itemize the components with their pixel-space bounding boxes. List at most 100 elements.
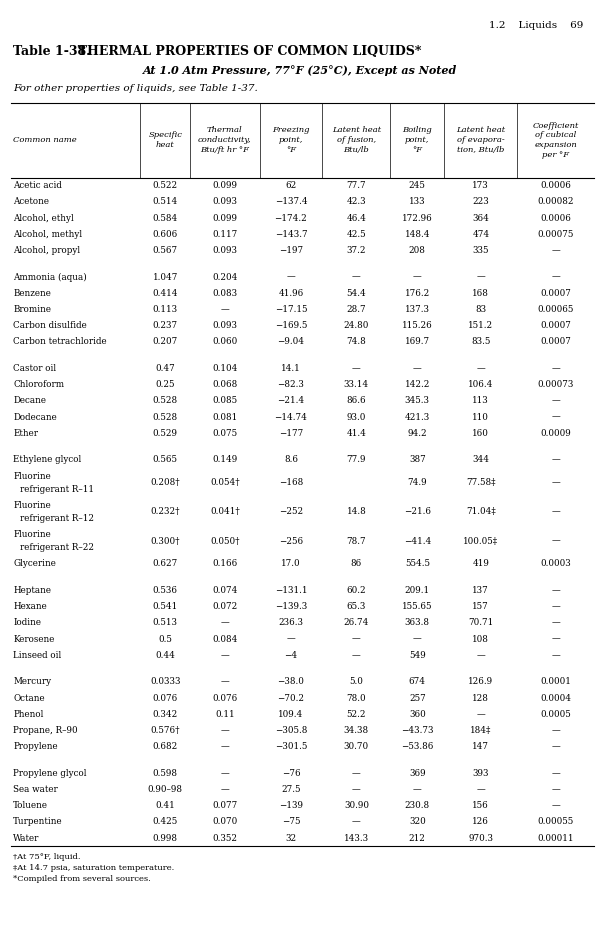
Text: Turpentine: Turpentine <box>13 817 63 827</box>
Text: 17.0: 17.0 <box>281 559 300 568</box>
Text: 245: 245 <box>409 181 426 190</box>
Text: —: — <box>477 364 485 373</box>
Text: 110: 110 <box>472 412 489 422</box>
Text: —: — <box>551 635 560 643</box>
Text: 674: 674 <box>409 678 426 686</box>
Text: 142.2: 142.2 <box>404 381 430 389</box>
Text: —: — <box>352 273 361 281</box>
Text: 1.2    Liquids    69: 1.2 Liquids 69 <box>489 21 583 30</box>
Text: 106.4: 106.4 <box>468 381 493 389</box>
Text: Dodecane: Dodecane <box>13 412 57 422</box>
Text: Acetone: Acetone <box>13 197 49 207</box>
Text: —: — <box>413 635 422 643</box>
Text: 0.054†: 0.054† <box>210 478 240 487</box>
Text: 345.3: 345.3 <box>405 396 430 406</box>
Text: Iodine: Iodine <box>13 618 41 627</box>
Text: Alcohol, methyl: Alcohol, methyl <box>13 230 82 238</box>
Text: 344: 344 <box>472 455 489 465</box>
Text: 970.3: 970.3 <box>468 834 493 842</box>
Text: −252: −252 <box>279 508 303 516</box>
Text: Propylene glycol: Propylene glycol <box>13 769 87 778</box>
Text: 0.41: 0.41 <box>156 801 175 811</box>
Text: 0.099: 0.099 <box>212 213 237 223</box>
Text: Latent heat
of fusion,
Btu/lb: Latent heat of fusion, Btu/lb <box>332 126 381 154</box>
Text: 0.166: 0.166 <box>212 559 237 568</box>
Text: 108: 108 <box>472 635 489 643</box>
Text: —: — <box>287 635 295 643</box>
Text: 0.11: 0.11 <box>215 710 235 719</box>
Text: 0.0001: 0.0001 <box>540 678 571 686</box>
Text: Heptane: Heptane <box>13 586 51 595</box>
Text: For other properties of liquids, see Table 1-37.: For other properties of liquids, see Tab… <box>13 84 258 94</box>
Text: 0.0003: 0.0003 <box>540 559 571 568</box>
Text: refrigerant R–22: refrigerant R–22 <box>20 543 94 552</box>
Text: Coefficient
of cubical
expansion
per °F: Coefficient of cubical expansion per °F <box>532 122 579 159</box>
Text: —: — <box>221 742 229 751</box>
Text: −177: −177 <box>279 429 303 438</box>
Text: —: — <box>221 651 229 660</box>
Text: 0.00011: 0.00011 <box>537 834 574 842</box>
Text: Benzene: Benzene <box>13 289 51 298</box>
Text: ‡At 14.7 psia, saturation temperature.: ‡At 14.7 psia, saturation temperature. <box>13 864 174 872</box>
Text: 0.25: 0.25 <box>156 381 175 389</box>
Text: 0.099: 0.099 <box>212 181 237 190</box>
Text: Kerosene: Kerosene <box>13 635 55 643</box>
Text: 393: 393 <box>472 769 489 778</box>
Text: 0.00055: 0.00055 <box>537 817 574 827</box>
Text: −168: −168 <box>279 478 303 487</box>
Text: 173: 173 <box>472 181 489 190</box>
Text: 0.44: 0.44 <box>156 651 175 660</box>
Text: −139: −139 <box>279 801 303 811</box>
Text: 421.3: 421.3 <box>404 412 430 422</box>
Text: 0.529: 0.529 <box>153 429 178 438</box>
Text: Mercury: Mercury <box>13 678 51 686</box>
Text: 0.093: 0.093 <box>212 197 237 207</box>
Text: 0.998: 0.998 <box>153 834 178 842</box>
Text: 0.076: 0.076 <box>153 694 178 702</box>
Text: 0.5: 0.5 <box>159 635 172 643</box>
Text: 0.00073: 0.00073 <box>537 381 574 389</box>
Text: Fluorine: Fluorine <box>13 501 51 510</box>
Text: Phenol: Phenol <box>13 710 44 719</box>
Text: 0.0005: 0.0005 <box>540 710 571 719</box>
Text: 0.342: 0.342 <box>153 710 178 719</box>
Text: −137.4: −137.4 <box>275 197 307 207</box>
Text: 176.2: 176.2 <box>404 289 430 298</box>
Text: 27.5: 27.5 <box>281 785 300 794</box>
Text: Glycerine: Glycerine <box>13 559 56 568</box>
Text: —: — <box>551 537 560 546</box>
Text: Alcohol, ethyl: Alcohol, ethyl <box>13 213 74 223</box>
Text: —: — <box>551 769 560 778</box>
Text: 160: 160 <box>472 429 489 438</box>
Text: 0.072: 0.072 <box>212 602 237 611</box>
Text: 137.3: 137.3 <box>405 305 430 314</box>
Text: 8.6: 8.6 <box>284 455 298 465</box>
Text: —: — <box>551 726 560 735</box>
Text: —: — <box>551 364 560 373</box>
Text: 0.093: 0.093 <box>212 322 237 330</box>
Text: —: — <box>287 273 295 281</box>
Text: 0.077: 0.077 <box>212 801 237 811</box>
Text: refrigerant R–12: refrigerant R–12 <box>20 514 94 523</box>
Text: −169.5: −169.5 <box>275 322 307 330</box>
Text: −131.1: −131.1 <box>275 586 307 595</box>
Text: 0.0007: 0.0007 <box>540 289 571 298</box>
Text: 26.74: 26.74 <box>344 618 369 627</box>
Text: 0.237: 0.237 <box>153 322 178 330</box>
Text: −70.2: −70.2 <box>278 694 305 702</box>
Text: Sea water: Sea water <box>13 785 58 794</box>
Text: 549: 549 <box>409 651 426 660</box>
Text: 0.584: 0.584 <box>153 213 178 223</box>
Text: 137: 137 <box>472 586 489 595</box>
Text: 0.070: 0.070 <box>212 817 237 827</box>
Text: 109.4: 109.4 <box>278 710 304 719</box>
Text: —: — <box>551 396 560 406</box>
Text: 148.4: 148.4 <box>404 230 430 238</box>
Text: 230.8: 230.8 <box>404 801 430 811</box>
Text: 363.8: 363.8 <box>405 618 430 627</box>
Text: 0.149: 0.149 <box>212 455 237 465</box>
Text: —: — <box>221 726 229 735</box>
Text: 0.041†: 0.041† <box>210 508 240 516</box>
Text: 126: 126 <box>472 817 489 827</box>
Text: 65.3: 65.3 <box>347 602 366 611</box>
